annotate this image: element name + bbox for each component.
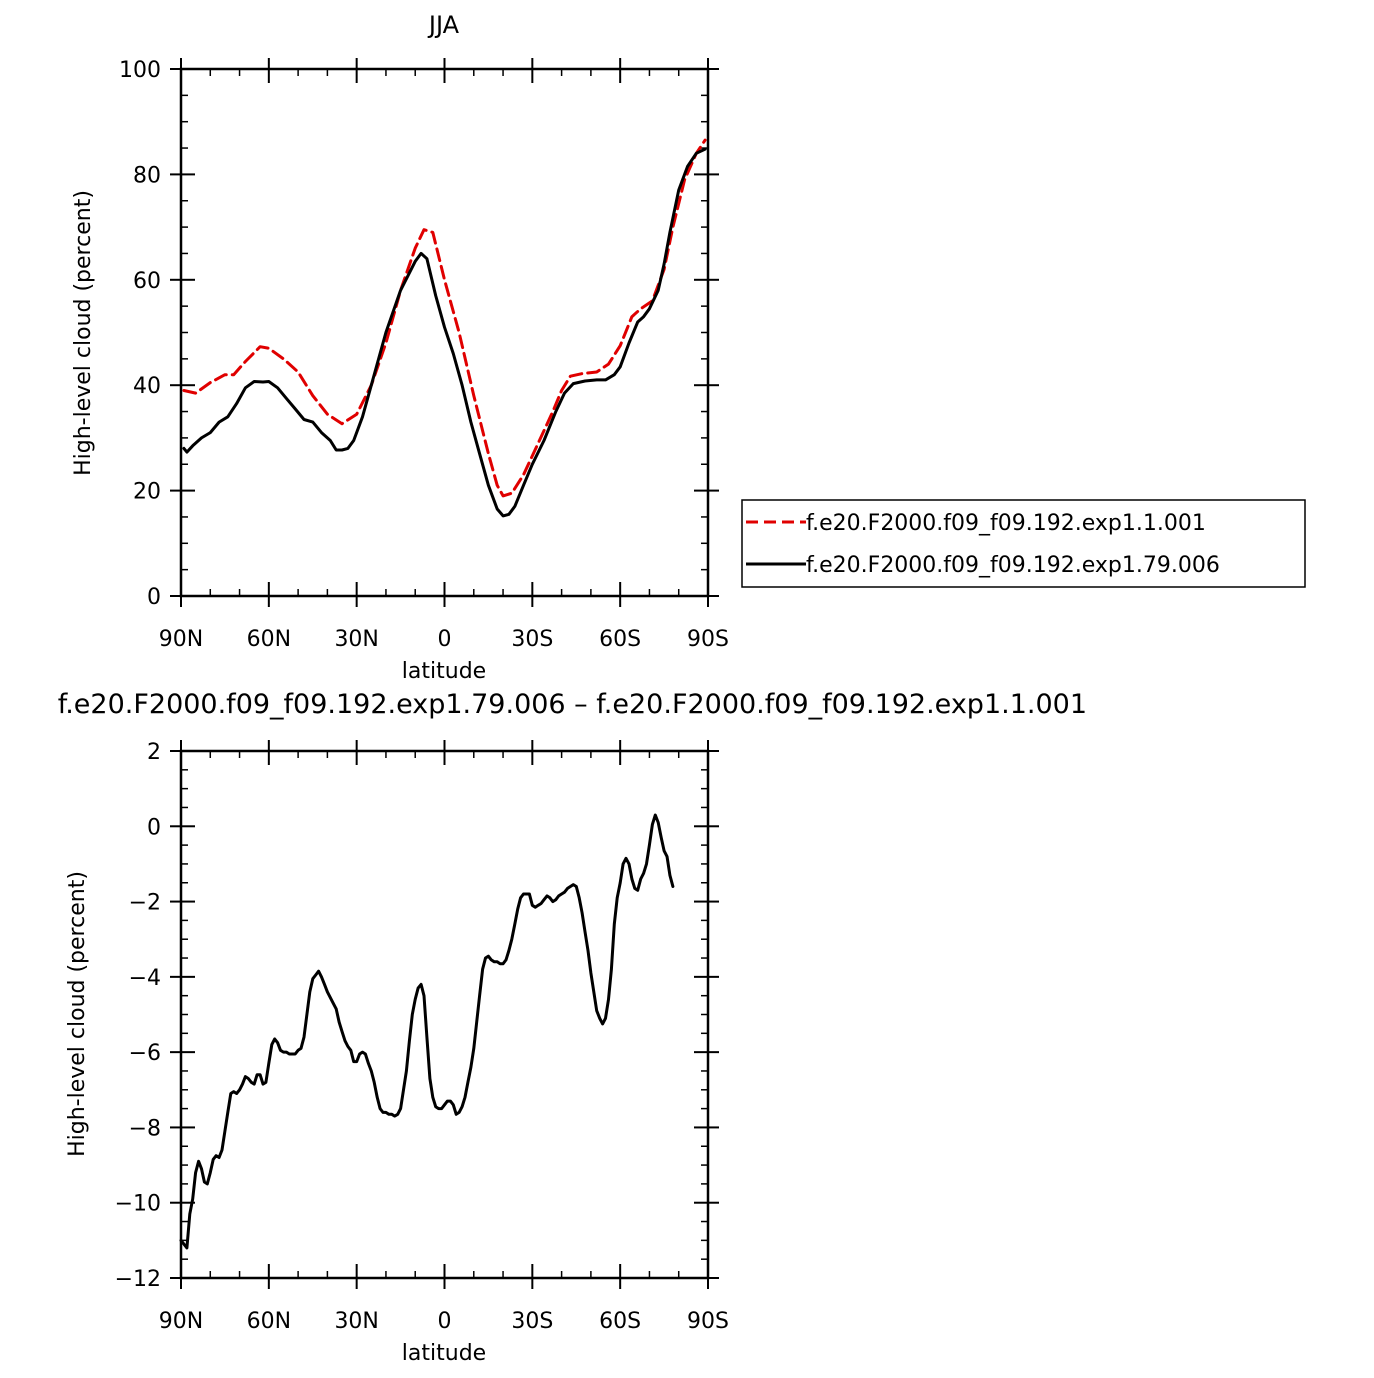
chart-1-x-tick-label: 30N [334, 627, 378, 652]
chart-1-y-tick-label: 40 [133, 374, 161, 399]
chart-1-series-2-line [182, 147, 707, 518]
chart-2-x-tick-label: 90S [687, 1309, 729, 1334]
top-chart-title: JJA [427, 11, 460, 39]
bottom-chart-frame [179, 749, 710, 1280]
chart-2-y-tick-label: −8 [129, 1116, 161, 1141]
chart-2-y-tick-label: 2 [147, 740, 161, 765]
chart-1-y-tick-label: 0 [147, 585, 161, 610]
legend-label-series-1: f.e20.F2000.f09_f09.192.exp1.1.001 [806, 511, 1206, 536]
chart-2-y-tick-label: −12 [115, 1267, 161, 1292]
chart-2-series-1-line [179, 813, 675, 1250]
chart-2-x-tick-label: 0 [438, 1309, 452, 1334]
chart-1-x-tick-label: 0 [438, 627, 452, 652]
bottom-chart-y-axis-label: High-level cloud (percent) [65, 871, 90, 1157]
chart-1-x-tick-label: 90N [159, 627, 203, 652]
chart-2-x-tick-label: 60S [599, 1309, 641, 1334]
chart-1-y-tick-label: 20 [133, 480, 161, 505]
chart-2-x-tick-label: 60N [247, 1309, 291, 1334]
chart-1-y-tick-label: 60 [133, 269, 161, 294]
top-chart-legend: f.e20.F2000.f09_f09.192.exp1.1.001 f.e20… [741, 499, 1306, 588]
chart-1-x-tick-label: 90S [687, 627, 729, 652]
chart-2-x-tick-label: 30N [334, 1309, 378, 1334]
chart-2-y-tick-label: −2 [129, 891, 161, 916]
bottom-chart-title: f.e20.F2000.f09_f09.192.exp1.79.006 – f.… [58, 689, 1087, 720]
bottom-chart-x-axis-label: latitude [402, 1341, 486, 1366]
chart-2-y-tick-label: −10 [115, 1192, 161, 1217]
chart-1-y-tick-label: 80 [133, 163, 161, 188]
chart-2-x-tick-label: 90N [159, 1309, 203, 1334]
chart-1-x-tick-label: 60N [247, 627, 291, 652]
top-chart-frame [179, 67, 710, 598]
chart-2-x-tick-label: 30S [511, 1309, 553, 1334]
chart-1-x-tick-label: 30S [511, 627, 553, 652]
top-chart-x-axis-label: latitude [402, 659, 486, 684]
top-chart: JJA 0 20 40 60 80 100 90N 60N 30N 0 30S 60S 90S lati… [71, 11, 1306, 684]
legend-label-series-2: f.e20.F2000.f09_f09.192.exp1.79.006 [806, 553, 1220, 578]
chart-1-series-1-line [182, 138, 707, 498]
top-chart-y-axis-label: High-level cloud (percent) [71, 190, 96, 476]
chart-1-y-tick-label: 100 [119, 58, 161, 83]
chart-2-y-tick-label: −6 [129, 1041, 161, 1066]
bottom-chart: f.e20.F2000.f09_f09.192.exp1.79.006 – f.… [58, 689, 1087, 1366]
chart-1-x-tick-label: 60S [599, 627, 641, 652]
chart-2-y-tick-label: −4 [129, 966, 161, 991]
chart-2-y-tick-label: 0 [147, 815, 161, 840]
legend-box [741, 499, 1306, 588]
top-chart-plot-area: 0 20 40 60 80 100 90N 60N 30N 0 30S 60S 90S [119, 58, 729, 652]
bottom-chart-plot-area: −12 −10 −8 −6 −4 −2 0 2 90N 60N 30N 0 30S 60S 90S [115, 740, 729, 1334]
